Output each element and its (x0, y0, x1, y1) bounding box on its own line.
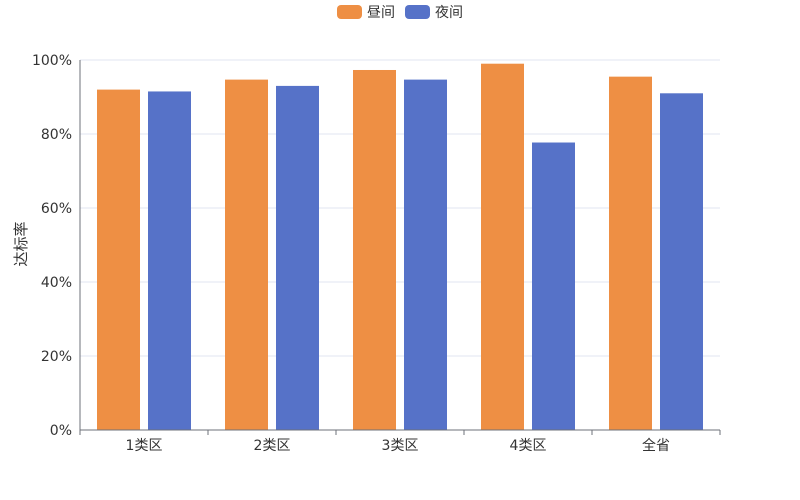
y-tick-label: 100% (32, 53, 72, 69)
chart-legend: 昼间 夜间 (0, 2, 800, 22)
x-tick-label: 1类区 (126, 438, 163, 454)
x-tick-label: 2类区 (254, 438, 291, 454)
bar-nighttime[interactable] (148, 91, 191, 430)
tick-labels: 0% 20% 40% 60% 80% 100% 1类区 2类区 3类区 4类区 全省 (32, 53, 670, 454)
bar-daytime[interactable] (609, 76, 652, 431)
y-axis-label: 达标率 (12, 221, 30, 266)
axes (79, 60, 721, 435)
x-tick-label: 4类区 (510, 438, 547, 454)
legend-swatch-nighttime (405, 5, 430, 19)
bar-daytime[interactable] (353, 69, 396, 431)
bar-nighttime[interactable] (276, 85, 319, 431)
legend-swatch-daytime (337, 5, 362, 19)
legend-item-daytime[interactable]: 昼间 (337, 2, 395, 22)
bars (97, 63, 703, 431)
y-tick-label: 0% (50, 423, 72, 439)
x-tick-label: 全省 (642, 437, 670, 454)
y-tick-label: 60% (41, 201, 72, 217)
bar-nighttime[interactable] (660, 93, 703, 431)
x-tick-label: 3类区 (382, 438, 419, 454)
legend-label-nighttime: 夜间 (435, 5, 463, 21)
y-tick-label: 40% (41, 275, 72, 291)
bar-nighttime[interactable] (404, 79, 447, 431)
bar-daytime[interactable] (97, 89, 140, 430)
y-tick-label: 20% (41, 349, 72, 365)
bar-daytime[interactable] (481, 63, 524, 430)
bar-nighttime[interactable] (532, 142, 575, 430)
legend-label-daytime: 昼间 (367, 5, 395, 21)
y-tick-label: 80% (41, 127, 72, 143)
bar-daytime[interactable] (225, 79, 268, 431)
legend-item-nighttime[interactable]: 夜间 (405, 2, 463, 22)
